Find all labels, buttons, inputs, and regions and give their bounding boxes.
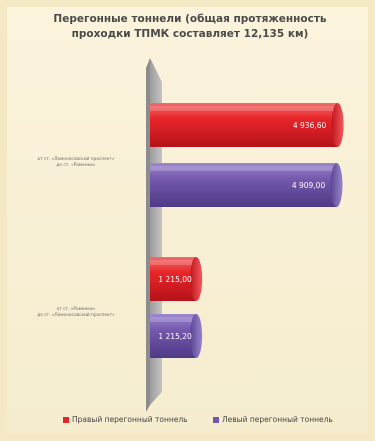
chart-title: Перегонные тоннели (общая протяженность п… xyxy=(53,13,327,40)
category-label-line: до ст. «Ломоносовский проспект» xyxy=(37,311,115,318)
bar-cap xyxy=(330,163,343,207)
bar-cap xyxy=(190,314,203,358)
legend-label: Левый перегонный тоннель xyxy=(222,415,333,424)
bar-highlight xyxy=(150,106,334,111)
bar-cap xyxy=(190,257,203,301)
category-label-line: от ст. «Раменки» xyxy=(57,306,96,312)
bar-highlight xyxy=(150,260,193,265)
legend-swatch xyxy=(63,417,69,423)
bar-value-label: 1 215,00 xyxy=(158,275,192,284)
bar-cap xyxy=(331,103,344,147)
bar xyxy=(150,314,197,358)
category-label-line: до ст. «Раменки» xyxy=(56,162,95,168)
bar xyxy=(150,257,197,301)
bar-highlight xyxy=(150,166,333,171)
bar xyxy=(150,163,337,207)
legend-swatch xyxy=(213,417,219,423)
chart-title-line: проходки ТПМК составляет 12,135 км) xyxy=(72,28,309,40)
category-label: от ст. «Ломоносовский проспект» до ст. «Р… xyxy=(37,155,114,168)
category-label-line: от ст. «Ломоносовский проспект» xyxy=(37,155,114,162)
bar-value-label: 4 936,60 xyxy=(293,121,327,130)
bar-highlight xyxy=(150,317,193,322)
legend-label: Правый перегонный тоннель xyxy=(72,415,188,424)
category-label: от ст. «Раменки» до ст. «Ломоносовский пр… xyxy=(37,306,115,318)
bar-value-label: 1 215,20 xyxy=(158,332,192,341)
chart-title-line: Перегонные тоннели (общая протяженность xyxy=(53,13,327,25)
bar-value-label: 4 909,00 xyxy=(292,181,326,190)
axis-wall-edge xyxy=(146,58,150,412)
bar xyxy=(150,103,338,147)
